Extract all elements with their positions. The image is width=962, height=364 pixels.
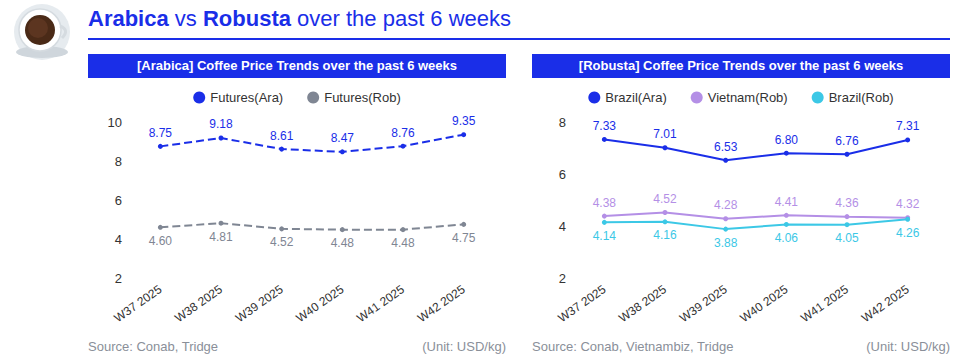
svg-text:4.05: 4.05 — [835, 231, 859, 245]
svg-text:6: 6 — [559, 167, 566, 182]
svg-text:4.52: 4.52 — [653, 192, 677, 206]
svg-text:W39 2025: W39 2025 — [677, 282, 730, 325]
svg-text:W40 2025: W40 2025 — [738, 282, 791, 325]
svg-text:W41 2025: W41 2025 — [354, 282, 407, 325]
svg-text:7.01: 7.01 — [653, 127, 677, 141]
svg-text:2: 2 — [115, 271, 122, 286]
html-text:Source: Conab, Vietnambiz, Tri: Source: Conab, Vietnambiz, Tridge — [532, 339, 734, 354]
svg-text:8.61: 8.61 — [270, 129, 294, 143]
svg-text:6.76: 6.76 — [835, 134, 859, 148]
svg-text:9.18: 9.18 — [209, 117, 233, 131]
svg-text:6.80: 6.80 — [775, 133, 799, 147]
svg-text:4.81: 4.81 — [209, 230, 233, 244]
svg-text:Vietnam(Rob): Vietnam(Rob) — [708, 90, 788, 105]
svg-text:4.52: 4.52 — [270, 235, 294, 249]
svg-text:8.75: 8.75 — [149, 126, 173, 140]
svg-text:8: 8 — [559, 115, 566, 130]
svg-text:8.47: 8.47 — [331, 131, 355, 145]
svg-text:4.32: 4.32 — [896, 197, 920, 211]
svg-text:Futures(Rob): Futures(Rob) — [324, 90, 401, 105]
html-text:(Unit: USD/kg): (Unit: USD/kg) — [422, 339, 506, 354]
svg-text:Futures(Ara): Futures(Ara) — [210, 90, 283, 105]
html-text:(Unit: USD/kg): (Unit: USD/kg) — [866, 339, 950, 354]
svg-text:4.28: 4.28 — [714, 198, 738, 212]
svg-text:4.48: 4.48 — [331, 236, 355, 250]
svg-text:2: 2 — [559, 271, 566, 286]
svg-text:4.06: 4.06 — [775, 231, 799, 245]
svg-text:9.35: 9.35 — [452, 114, 476, 128]
svg-text:4.38: 4.38 — [593, 196, 617, 210]
html-text:[Arabica] Coffee Price Trends: [Arabica] Coffee Price Trends over the p… — [137, 58, 457, 73]
svg-text:10: 10 — [108, 115, 122, 130]
html-text:Source: Conab, Tridge: Source: Conab, Tridge — [88, 339, 219, 354]
html-text:[Robusta] Coffee Price Trends: [Robusta] Coffee Price Trends over the p… — [578, 58, 904, 73]
svg-text:W40 2025: W40 2025 — [294, 282, 347, 325]
svg-text:6.53: 6.53 — [714, 140, 738, 154]
svg-text:6: 6 — [115, 193, 122, 208]
svg-text:W38 2025: W38 2025 — [616, 282, 669, 325]
svg-text:7.33: 7.33 — [593, 119, 617, 133]
svg-text:W41 2025: W41 2025 — [798, 282, 851, 325]
svg-text:4.26: 4.26 — [896, 226, 920, 240]
svg-text:4.48: 4.48 — [391, 236, 415, 250]
svg-text:4.36: 4.36 — [835, 196, 859, 210]
svg-text:W37 2025: W37 2025 — [556, 282, 609, 325]
svg-text:3.88: 3.88 — [714, 236, 738, 250]
svg-text:8: 8 — [115, 154, 122, 169]
svg-text:Brazil(Ara): Brazil(Ara) — [605, 90, 666, 105]
html-text:Arabica vs Robusta over the pa: Arabica vs Robusta over the past 6 weeks — [88, 6, 512, 31]
svg-text:4.75: 4.75 — [452, 231, 476, 245]
svg-text:4.16: 4.16 — [653, 228, 677, 242]
svg-text:8.76: 8.76 — [391, 126, 415, 140]
svg-text:W42 2025: W42 2025 — [415, 282, 468, 325]
svg-text:W37 2025: W37 2025 — [112, 282, 165, 325]
svg-text:4.41: 4.41 — [775, 195, 799, 209]
svg-text:W42 2025: W42 2025 — [859, 282, 912, 325]
svg-text:W39 2025: W39 2025 — [233, 282, 286, 325]
svg-text:4.14: 4.14 — [593, 229, 617, 243]
svg-text:4: 4 — [559, 219, 566, 234]
svg-text:Brazil(Rob): Brazil(Rob) — [829, 90, 894, 105]
svg-text:W38 2025: W38 2025 — [172, 282, 225, 325]
svg-text:4: 4 — [115, 232, 122, 247]
svg-text:7.31: 7.31 — [896, 119, 920, 133]
svg-text:4.60: 4.60 — [149, 234, 173, 248]
